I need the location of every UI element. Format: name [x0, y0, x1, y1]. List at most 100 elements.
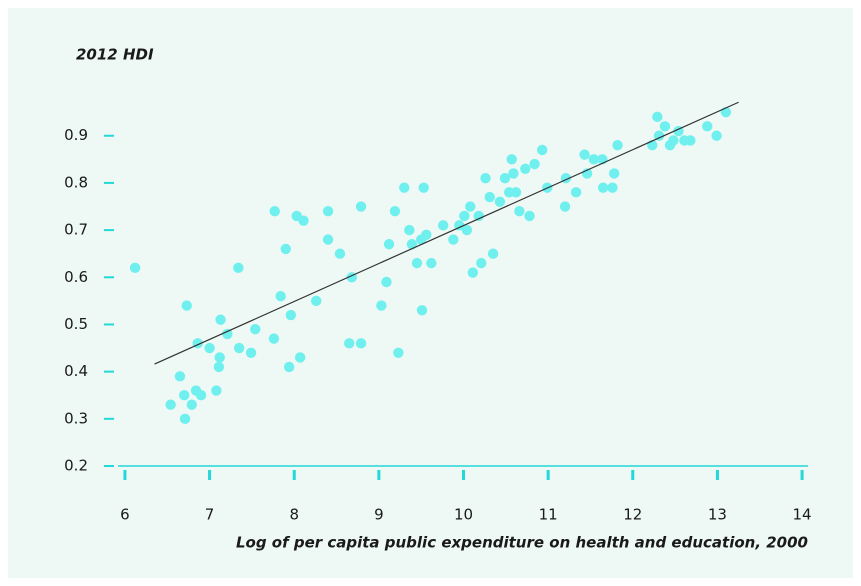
point [467, 267, 479, 278]
point [233, 262, 244, 274]
point [389, 206, 401, 217]
x-tick-label: 10 [454, 506, 473, 524]
point [381, 276, 392, 288]
point [494, 196, 506, 207]
point [233, 342, 245, 354]
point [454, 220, 465, 231]
point [129, 262, 141, 274]
point [411, 257, 423, 269]
point [165, 399, 176, 410]
point [510, 187, 522, 198]
point [484, 191, 495, 203]
point [399, 182, 410, 193]
point [524, 210, 535, 222]
point [559, 201, 571, 212]
point [204, 342, 215, 354]
point [245, 347, 257, 358]
point [652, 111, 663, 123]
x-tick-label: 8 [289, 506, 299, 524]
point [426, 257, 437, 269]
y-tick-label: 0.4 [64, 362, 88, 380]
plot-background [8, 8, 853, 578]
x-tick-label: 14 [793, 506, 812, 524]
y-tick-label: 0.7 [64, 221, 88, 239]
point [406, 239, 418, 250]
point [285, 309, 297, 321]
point [213, 361, 225, 373]
point [322, 234, 334, 245]
point [653, 130, 665, 141]
point [588, 154, 600, 165]
point [711, 130, 722, 141]
trend-line [154, 101, 739, 365]
point [702, 121, 713, 132]
point [181, 300, 192, 311]
point [480, 173, 491, 184]
point [607, 182, 618, 193]
point [383, 239, 395, 250]
point [461, 224, 473, 236]
point [668, 135, 679, 146]
x-tick-label: 6 [120, 506, 130, 524]
point [269, 206, 280, 217]
point [570, 187, 582, 198]
point [311, 295, 322, 307]
x-tick-label: 12 [623, 506, 642, 524]
point [416, 305, 428, 316]
point [537, 144, 548, 156]
point [280, 243, 291, 255]
point [404, 224, 415, 236]
point [579, 149, 590, 160]
point [520, 163, 531, 174]
point [275, 290, 286, 302]
point [334, 248, 346, 259]
point [215, 314, 226, 325]
point [322, 206, 334, 217]
point [179, 413, 191, 425]
point [508, 168, 519, 179]
point [612, 139, 623, 151]
point [174, 371, 186, 382]
point [298, 215, 309, 226]
point [597, 182, 609, 193]
point [608, 168, 620, 179]
y-tick-label: 0.6 [64, 268, 88, 286]
point [178, 390, 190, 401]
point [195, 390, 207, 401]
point [499, 173, 511, 184]
point [437, 220, 449, 231]
point [685, 135, 696, 146]
x-tick-label: 9 [374, 506, 384, 524]
x-tick-label: 7 [205, 506, 215, 524]
x-axis-label: Log of per capita public expenditure on … [236, 534, 808, 552]
y-tick-label: 0.9 [64, 126, 88, 144]
point [659, 121, 671, 132]
point [211, 385, 222, 396]
y-tick-label: 0.5 [64, 315, 88, 333]
point [186, 399, 197, 410]
point [473, 210, 484, 222]
point [283, 361, 295, 373]
point [250, 323, 261, 335]
point [214, 352, 225, 363]
point [506, 154, 517, 165]
x-tick-label: 13 [708, 506, 727, 524]
point [476, 257, 487, 269]
point [448, 234, 459, 245]
point [268, 333, 280, 344]
point [355, 338, 367, 349]
y-tick-label: 0.8 [64, 173, 88, 191]
x-tick-label: 11 [539, 506, 558, 524]
y-tick-label: 0.3 [64, 409, 88, 427]
point [529, 158, 540, 170]
y-tick-label: 0.2 [64, 457, 88, 475]
point [421, 229, 432, 241]
point [294, 352, 306, 363]
point [465, 201, 476, 212]
point [418, 182, 429, 193]
point [514, 206, 525, 217]
point [222, 328, 233, 340]
point [459, 210, 470, 222]
